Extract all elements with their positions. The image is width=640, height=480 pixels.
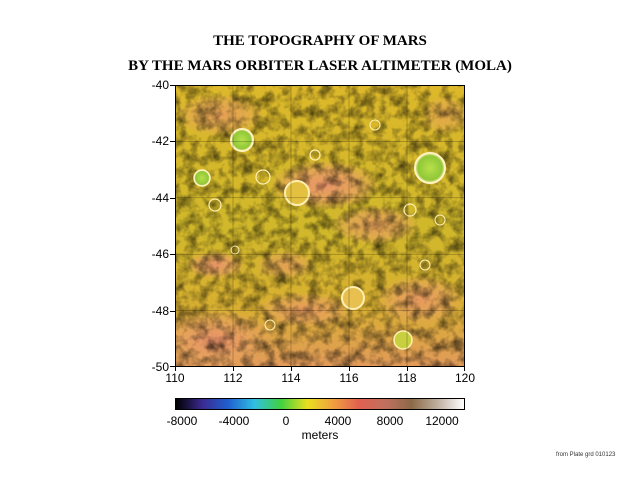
map-title: THE TOPOGRAPHY OF MARS xyxy=(213,33,427,49)
x-tick-label: 118 xyxy=(397,371,417,385)
map-subtitle: BY THE MARS ORBITER LASER ALTIMETER (MOL… xyxy=(128,58,512,74)
colorbar-tick-label: -8000 xyxy=(166,414,198,428)
map-grid xyxy=(175,85,465,367)
y-tick-label: -40 xyxy=(151,78,169,92)
y-tick-label: -44 xyxy=(151,191,169,205)
y-tick-label: -50 xyxy=(151,360,169,374)
colorbar-tick-label: -4000 xyxy=(218,414,250,428)
x-tick-mark xyxy=(464,367,465,371)
map-frame xyxy=(175,85,465,367)
craters xyxy=(193,119,446,350)
x-tick-mark xyxy=(233,367,234,371)
y-tick-mark xyxy=(170,198,175,199)
y-tick-label: -42 xyxy=(151,134,169,148)
y-tick-label: -46 xyxy=(151,247,169,261)
y-tick-mark xyxy=(170,254,175,255)
colorbar-tick-label: 0 xyxy=(282,414,290,428)
colorbar-tick-label: 12000 xyxy=(425,414,459,428)
y-tick-mark xyxy=(170,141,175,142)
y-tick-mark xyxy=(170,85,175,86)
elevation-colorbar xyxy=(175,398,465,410)
y-tick-label: -48 xyxy=(151,304,169,318)
topography-map-image xyxy=(175,85,465,367)
colorbar-tick-label: 4000 xyxy=(324,414,352,428)
y-tick-mark xyxy=(170,366,175,367)
x-tick-mark xyxy=(175,367,176,371)
terrain-shading xyxy=(175,85,465,367)
x-tick-label: 114 xyxy=(281,371,301,385)
x-tick-mark xyxy=(349,367,350,371)
x-tick-mark xyxy=(407,367,408,371)
x-tick-label: 120 xyxy=(454,371,476,385)
x-tick-label: 110 xyxy=(165,371,185,385)
colorbar-tick-label: 8000 xyxy=(376,414,404,428)
x-tick-label: 112 xyxy=(223,371,243,385)
x-tick-mark xyxy=(291,367,292,371)
x-tick-label: 116 xyxy=(339,371,359,385)
topography-map xyxy=(175,85,465,367)
y-tick-mark xyxy=(170,311,175,312)
source-credit: from Plate grd 010123 xyxy=(556,452,616,458)
colorbar-unit-label: meters xyxy=(301,428,339,442)
